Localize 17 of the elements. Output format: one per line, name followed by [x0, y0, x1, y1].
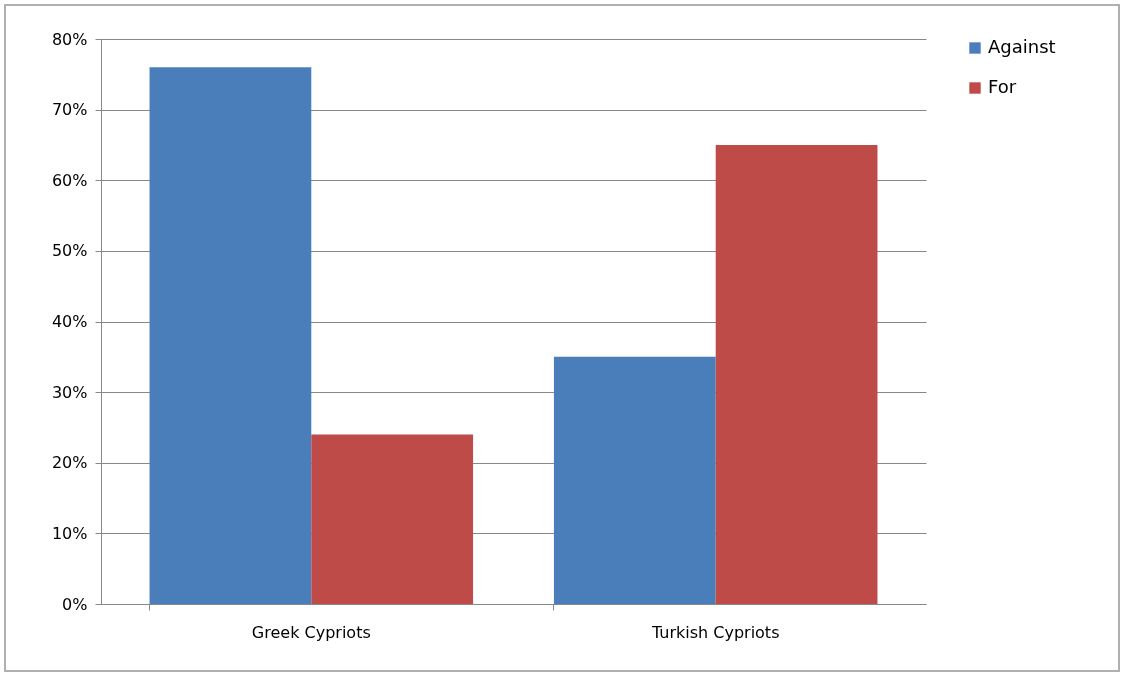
y-tick-label: 10% [51, 523, 88, 543]
y-tick-label: 40% [51, 312, 88, 331]
legend-label: For [988, 76, 1017, 97]
legend-label: Against [988, 36, 1056, 57]
y-tick-label: 70% [51, 100, 88, 120]
bar [715, 144, 878, 604]
bar [149, 67, 312, 604]
y-tick-label: 30% [51, 382, 88, 402]
bar [553, 356, 716, 604]
y-tick-label: 20% [51, 453, 88, 473]
x-tick-label: Turkish Cypriots [650, 622, 780, 642]
bar [311, 434, 474, 604]
y-tick-label: 0% [62, 594, 88, 614]
y-tick-label: 80% [51, 29, 88, 49]
y-tick-label: 50% [51, 241, 88, 261]
x-tick-label: Greek Cypriots [251, 622, 371, 642]
y-tick-label: 60% [51, 170, 88, 190]
